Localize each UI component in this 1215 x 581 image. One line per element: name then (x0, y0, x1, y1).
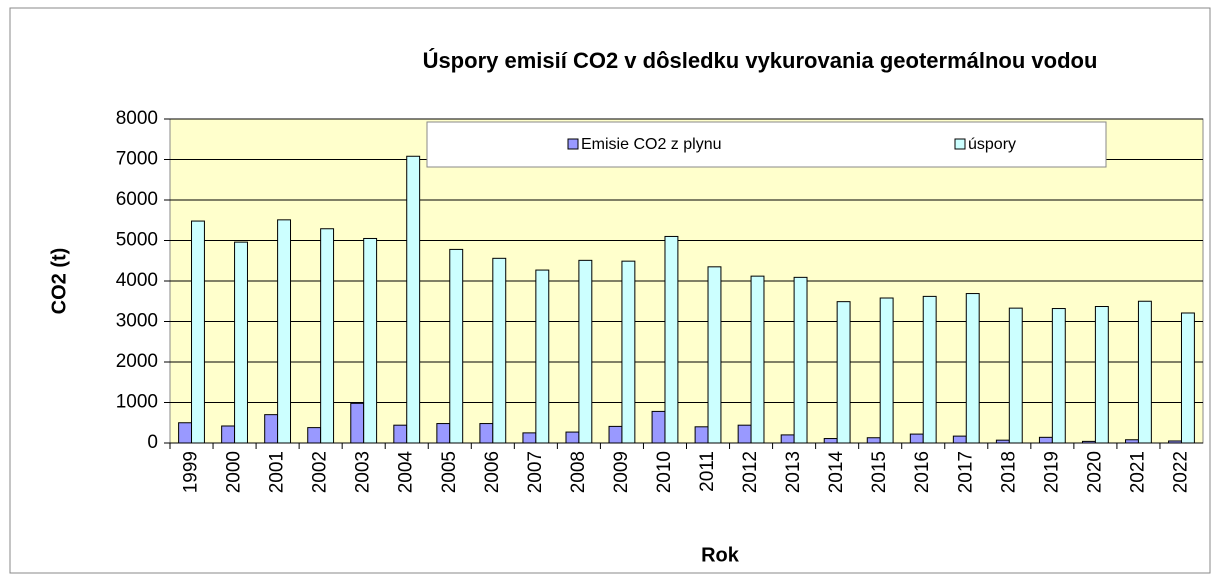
x-axis-label: Rok (701, 544, 740, 566)
bar (1094, 306, 1109, 444)
x-tick-label: 1999 (181, 451, 202, 493)
chart-title: Úspory emisií CO2 v dôsledku vykurovania… (423, 48, 1098, 73)
x-tick-label: 2014 (826, 451, 847, 494)
bar (277, 219, 292, 444)
bar (1008, 307, 1023, 444)
bar (1081, 440, 1096, 444)
bar (952, 435, 967, 444)
legend-label: úspory (968, 136, 1016, 153)
bar (1038, 436, 1053, 444)
bar (363, 237, 378, 444)
x-tick-label: 2011 (697, 451, 718, 492)
bar (750, 275, 765, 444)
bar (578, 259, 593, 444)
x-tick-label: 2012 (740, 451, 761, 493)
bar (234, 241, 248, 444)
x-tick-label: 2018 (998, 451, 1019, 493)
bar (879, 297, 894, 444)
bar (492, 257, 507, 444)
bar (793, 276, 808, 444)
x-tick-label: 2017 (955, 451, 976, 493)
bar (436, 423, 451, 444)
y-tick-label: 6000 (116, 189, 158, 210)
legend-swatch (567, 138, 579, 150)
bar (608, 425, 623, 444)
x-tick-label: 2010 (654, 451, 675, 493)
x-tick-label: 2001 (267, 451, 288, 493)
bar (1051, 308, 1066, 444)
bar (651, 410, 666, 444)
bar (535, 269, 550, 444)
bar (780, 434, 795, 444)
bar (350, 402, 365, 444)
bar (1137, 300, 1152, 444)
bar (178, 422, 193, 444)
x-tick-label: 2003 (353, 451, 374, 493)
x-tick-label: 2022 (1170, 451, 1191, 493)
bar (1180, 312, 1195, 444)
y-tick-label: 0 (147, 432, 158, 453)
y-tick-label: 8000 (116, 108, 158, 129)
x-tick-label: 2009 (611, 451, 632, 493)
bar (522, 432, 537, 444)
bar (965, 293, 980, 444)
bar (565, 431, 580, 444)
x-tick-label: 2004 (396, 451, 417, 494)
legend-swatch (954, 138, 966, 150)
bar (1125, 439, 1139, 444)
x-tick-label: 2000 (224, 451, 245, 493)
bar (393, 424, 408, 444)
bar (264, 414, 279, 444)
bar (221, 425, 236, 444)
bar (479, 423, 494, 444)
x-tick-label: 2008 (568, 451, 589, 493)
x-tick-label: 2005 (439, 451, 460, 493)
y-tick-label: 1000 (116, 392, 158, 413)
x-tick-label: 2020 (1084, 451, 1105, 493)
legend-label: Emisie CO2 z plynu (581, 136, 722, 153)
y-axis-label: CO2 (t) (48, 248, 70, 315)
bar (737, 424, 752, 444)
bar (664, 235, 679, 444)
bar (191, 220, 205, 444)
y-tick-label: 3000 (116, 311, 158, 332)
bar (694, 426, 709, 444)
bar (320, 228, 335, 444)
legend (426, 121, 1107, 168)
x-tick-label: 2007 (525, 451, 546, 493)
bar (621, 260, 636, 444)
bar (823, 438, 838, 444)
bars (178, 155, 1195, 444)
bar (406, 155, 421, 444)
x-tick-label: 2016 (912, 451, 933, 493)
bar (449, 248, 464, 444)
y-tick-label: 2000 (116, 351, 158, 372)
y-tick-label: 4000 (116, 270, 158, 291)
bar (909, 433, 924, 444)
bar (995, 439, 1010, 444)
x-tick-label: 2002 (310, 451, 331, 493)
bar (1168, 440, 1182, 444)
bar (922, 295, 937, 444)
y-tick-label: 7000 (116, 149, 158, 170)
bar (707, 266, 722, 444)
legend-entries: Emisie CO2 z plynu úspory (567, 136, 1016, 153)
bar (836, 301, 851, 444)
x-tick-label: 2019 (1041, 451, 1062, 493)
x-tick-label: 2015 (869, 451, 890, 493)
bar (866, 437, 881, 444)
bar (307, 427, 322, 444)
x-tick-label: 2006 (482, 451, 503, 493)
x-tick-label: 2013 (783, 451, 804, 493)
x-tick-label: 2021 (1127, 451, 1148, 493)
y-tick-label: 5000 (116, 230, 158, 251)
